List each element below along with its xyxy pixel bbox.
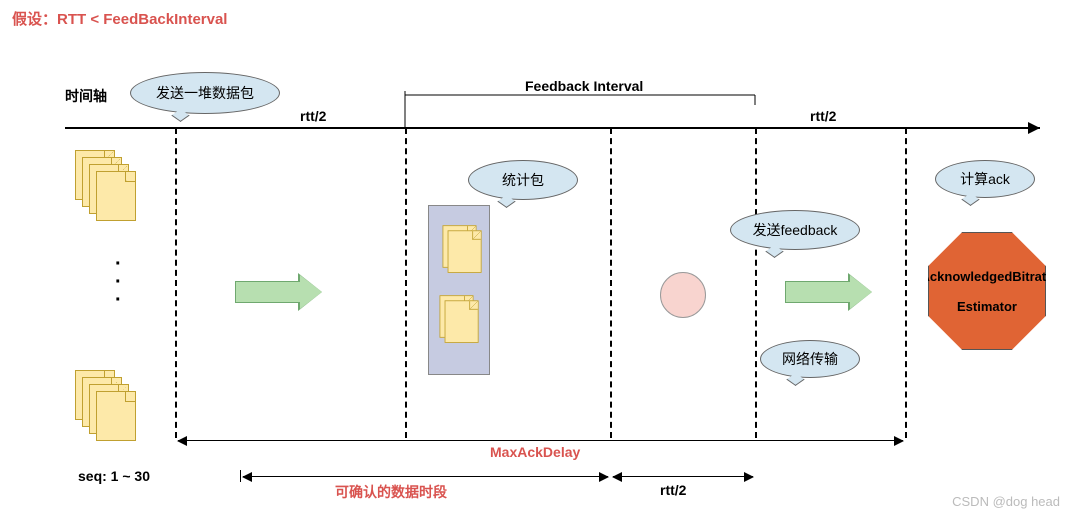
- timeline-label: 时间轴: [65, 86, 107, 106]
- rtt-half-left-label: rtt/2: [300, 108, 326, 124]
- bubble-compute-ack-text: 计算ack: [960, 169, 1010, 189]
- vdash-1: [175, 128, 177, 438]
- seq-label: seq: 1 ~ 30: [78, 468, 150, 484]
- octagon-line2: Estimator: [957, 299, 1017, 314]
- confirmable-arrow: [243, 476, 608, 477]
- maxackdelay-label: MaxAckDelay: [490, 444, 580, 460]
- rtt-half-bottom-label: rtt/2: [660, 482, 686, 498]
- bubble-net-transfer: 网络传输: [760, 340, 860, 378]
- vdash-3: [610, 128, 612, 438]
- packet-stack-top: [75, 150, 135, 220]
- vdash-2: [405, 128, 407, 438]
- feedback-interval-label: Feedback Interval: [525, 78, 643, 94]
- bubble-compute-ack: 计算ack: [935, 160, 1035, 198]
- bubble-stat-packet: 统计包: [468, 160, 578, 200]
- arrow-feedback: [785, 275, 872, 309]
- rtt-half-right-label: rtt/2: [810, 108, 836, 124]
- ellipsis-dots: ···: [115, 255, 122, 309]
- octagon-line1: AcknowledgedBitrate: [921, 269, 1054, 284]
- estimator-octagon: AcknowledgedBitrate Estimator: [928, 232, 1046, 350]
- packet-stack-bottom: [75, 370, 135, 440]
- maxackdelay-arrow: [178, 440, 903, 441]
- bubble-send-feedback: 发送feedback: [730, 210, 860, 250]
- arrow-send: [235, 275, 322, 309]
- event-circle: [660, 272, 706, 318]
- bubble-send-packets: 发送一堆数据包: [130, 72, 280, 114]
- stat-packets-bottom: [440, 295, 491, 355]
- tick-left: [240, 470, 241, 482]
- confirmable-label: 可确认的数据时段: [335, 482, 447, 502]
- vdash-4: [755, 128, 757, 438]
- stat-packets-top: [443, 225, 494, 285]
- watermark: CSDN @dog head: [952, 494, 1060, 509]
- rtt-half-bottom-arrow: [613, 476, 753, 477]
- vdash-5: [905, 128, 907, 438]
